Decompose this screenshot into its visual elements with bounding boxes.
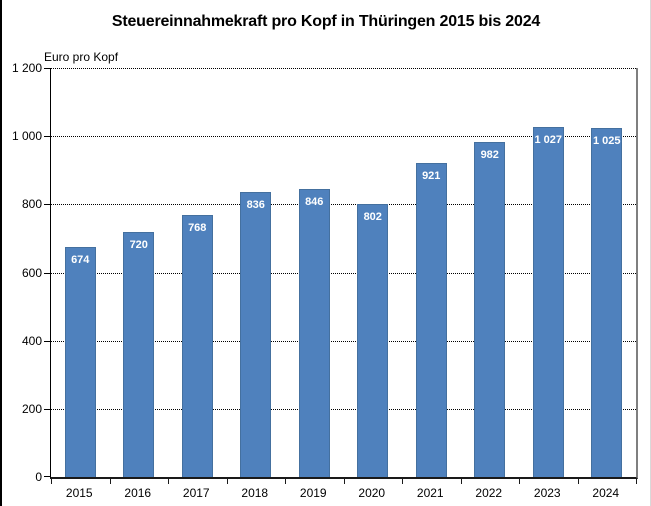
x-tick-label-2020: 2020 (358, 486, 386, 500)
bar-cell-2018: 836 (227, 68, 286, 477)
bar-cell-2021: 921 (402, 68, 461, 477)
bar-value-label-2022: 982 (480, 149, 499, 161)
y-axis-tick (44, 476, 50, 477)
bar-cell-2024: 1 025 (578, 68, 637, 477)
gridline-1200 (51, 68, 636, 69)
x-tick-label-2016: 2016 (124, 486, 152, 500)
bar-2015: 674 (64, 247, 96, 477)
bar-2017: 768 (181, 215, 213, 477)
x-axis-tick (51, 479, 52, 484)
x-tick-label-2022: 2022 (475, 486, 503, 500)
x-axis-tick (285, 479, 286, 484)
bar-value-label-2020: 802 (363, 211, 382, 223)
x-tick-label-2024: 2024 (592, 486, 620, 500)
bar-value-label-2021: 921 (422, 170, 441, 182)
chart-title: Steuereinnahmekraft pro Kopf in Thüringe… (111, 13, 541, 30)
bar-cell-2017: 768 (168, 68, 227, 477)
y-axis-tick (44, 340, 50, 342)
x-axis-tick (110, 479, 111, 484)
x-axis-tick (461, 479, 462, 484)
gridline-800 (51, 204, 636, 206)
y-tick-label-800: 800 (21, 197, 42, 212)
gridline-400 (51, 340, 636, 342)
bar-cell-2015: 674 (51, 68, 110, 477)
bar-cell-2019: 846 (285, 68, 344, 477)
x-axis-tick (227, 479, 228, 484)
x-axis-tick (168, 479, 169, 484)
bar-cell-2023: 1 027 (519, 68, 578, 477)
gridline-200 (51, 408, 636, 410)
bar-2022: 982 (474, 142, 506, 477)
x-tick-label-2019: 2019 (299, 486, 327, 500)
y-axis-unit-label: Euro pro Kopf (44, 50, 119, 64)
x-axis-tick (578, 479, 579, 484)
bar-value-label-2023: 1 027 (534, 134, 563, 146)
y-axis-tick (44, 136, 50, 138)
gridline-1000 (51, 136, 636, 138)
bar-value-label-2017: 768 (188, 222, 207, 234)
bar-value-label-2019: 846 (305, 196, 324, 208)
y-tick-label-600: 600 (21, 265, 42, 280)
y-tick-label-200: 200 (21, 401, 42, 416)
bar-value-label-2018: 836 (246, 199, 265, 211)
bar-cell-2022: 982 (461, 68, 520, 477)
x-tick-label-2021: 2021 (416, 486, 444, 500)
bars-container: 674 720 768 836 846 802 921 982 1 027 1 025 (51, 68, 636, 477)
y-axis-tick (44, 272, 50, 274)
bar-2016: 720 (123, 232, 155, 477)
x-axis-tick (636, 479, 637, 484)
bar-2021: 921 (415, 163, 447, 477)
bar-2020: 802 (357, 204, 389, 477)
x-axis-tick (402, 479, 403, 484)
bar-value-label-2015: 674 (71, 254, 90, 266)
bar-2018: 836 (240, 192, 272, 477)
x-axis-tick (344, 479, 345, 484)
x-tick-label-2017: 2017 (182, 486, 210, 500)
y-tick-label-400: 400 (21, 333, 42, 348)
x-tick-label-2015: 2015 (65, 486, 93, 500)
x-tick-label-2018: 2018 (241, 486, 269, 500)
x-axis-tick-labels: 2015 2016 2017 2018 2019 2020 2021 2022 2023 2024 (50, 483, 635, 503)
y-axis-tick (44, 408, 50, 410)
y-axis-tick (44, 204, 50, 206)
plot-area: 674 720 768 836 846 802 921 982 1 027 1 025 (44, 68, 638, 484)
y-tick-label-1200: 1 200 (11, 61, 42, 75)
bar-2024: 1 025 (591, 128, 623, 477)
bar-2019: 846 (298, 189, 330, 477)
y-axis-tick (44, 68, 50, 69)
y-tick-label-0: 0 (35, 470, 42, 484)
gridline-600 (51, 272, 636, 274)
x-axis-tick (519, 479, 520, 484)
bar-cell-2020: 802 (344, 68, 403, 477)
y-axis-tick-labels: 0 200 400 600 800 1 000 1 200 (2, 61, 42, 484)
bar-cell-2016: 720 (110, 68, 169, 477)
bar-value-label-2016: 720 (129, 239, 148, 251)
bar-2023: 1 027 (532, 127, 564, 477)
x-tick-label-2023: 2023 (533, 486, 561, 500)
y-tick-label-1000: 1 000 (11, 129, 42, 144)
bar-value-label-2024: 1 025 (592, 135, 621, 147)
